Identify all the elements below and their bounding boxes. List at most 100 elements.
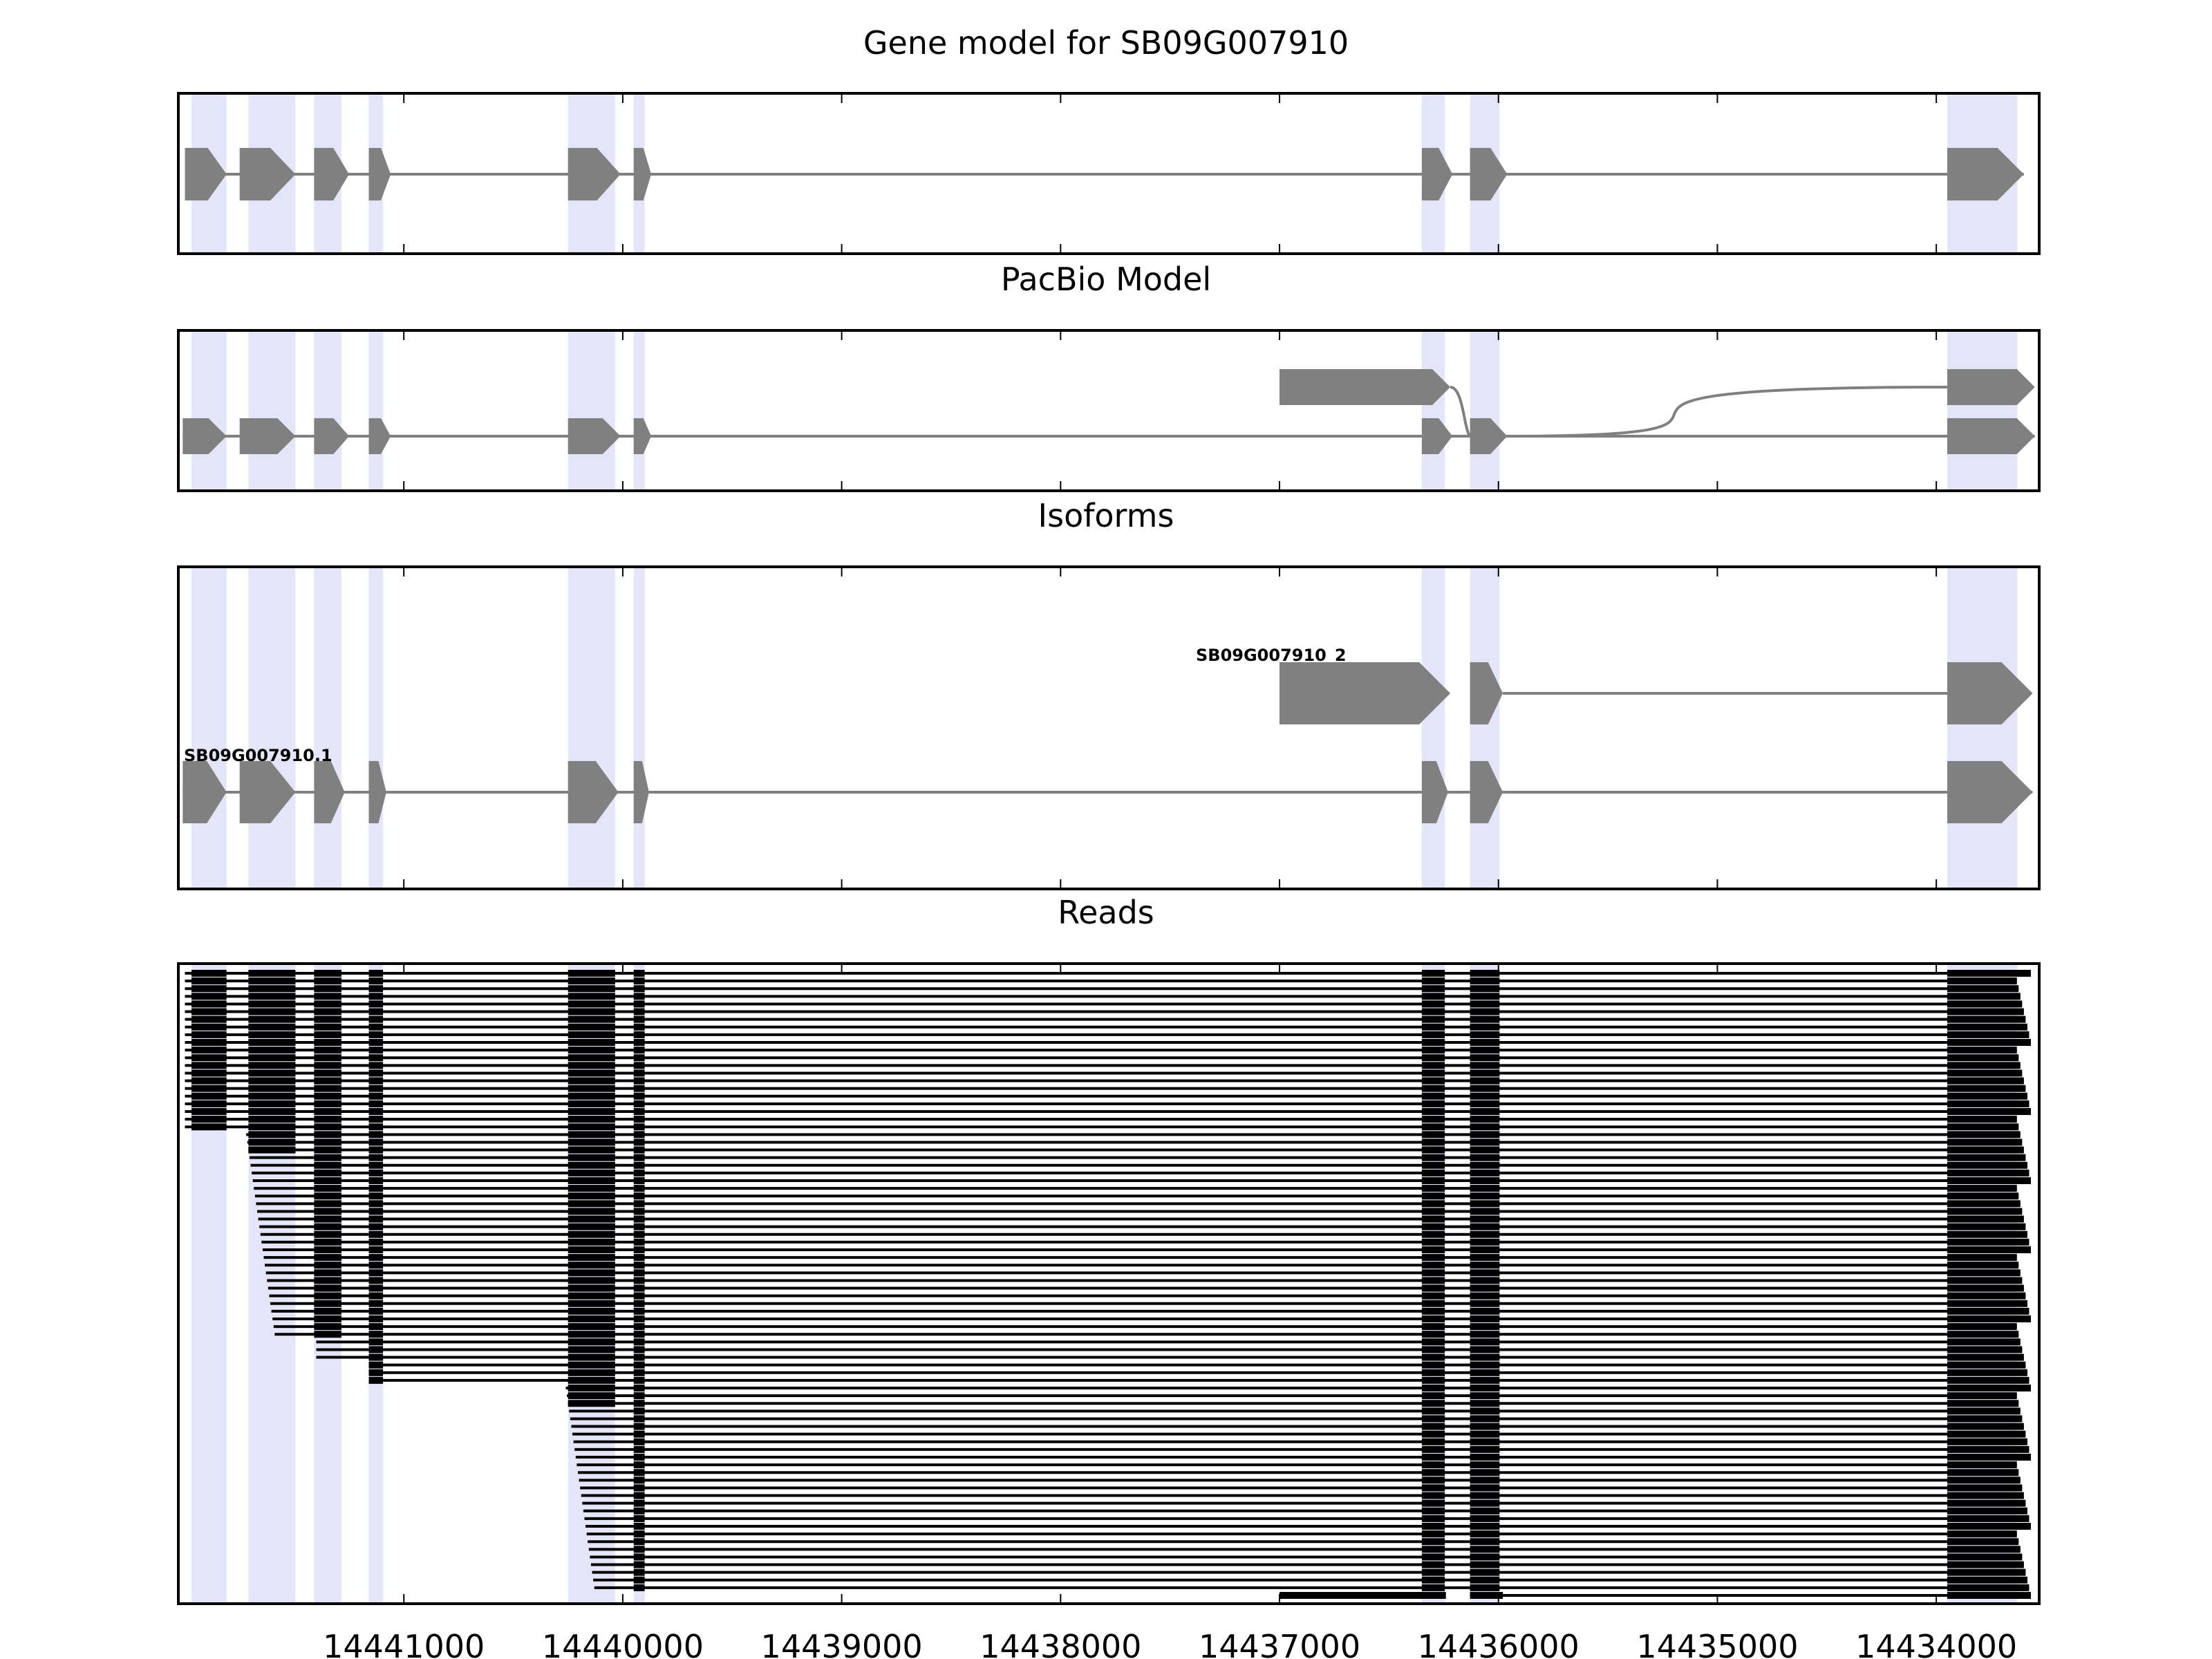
read-35-exon-7 xyxy=(1470,1238,1500,1246)
read-29-exon-2 xyxy=(314,1192,341,1200)
read-0-exon-4 xyxy=(568,970,615,977)
read-24-exon-2 xyxy=(314,1154,341,1161)
read-66-exon-6 xyxy=(1421,1477,1445,1484)
read-9-exon-6 xyxy=(1421,1039,1445,1046)
read-8 xyxy=(185,1031,2030,1038)
read-36-exon-8 xyxy=(1947,1246,2031,1253)
read-38-exon-8 xyxy=(1947,1262,2019,1269)
read-49 xyxy=(316,1346,2023,1353)
pacbio-top-exon-0 xyxy=(1280,369,1451,405)
read-50-exon-6 xyxy=(1421,1353,1445,1361)
pacbio-bottom-exon-0 xyxy=(182,418,227,454)
read-3-exon-3 xyxy=(368,993,384,1000)
read-53-exon-4 xyxy=(568,1376,615,1384)
read-36-exon-5 xyxy=(633,1246,645,1253)
read-31-exon-5 xyxy=(633,1208,645,1215)
read-18-exon-1 xyxy=(248,1108,296,1115)
read-71-exon-7 xyxy=(1470,1515,1500,1522)
read-28-exon-6 xyxy=(1421,1185,1445,1192)
read-19-exon-5 xyxy=(633,1116,645,1123)
read-1-exon-5 xyxy=(633,977,645,985)
read-29-exon-7 xyxy=(1470,1192,1500,1200)
read-76-exon-5 xyxy=(633,1553,645,1561)
read-23-exon-7 xyxy=(1470,1146,1500,1154)
read-11-exon-1 xyxy=(248,1054,296,1062)
read-23-exon-1 xyxy=(248,1146,296,1154)
read-44-exon-8 xyxy=(1947,1307,2030,1315)
read-38-exon-3 xyxy=(368,1262,384,1269)
read-55-exon-5 xyxy=(633,1392,645,1400)
read-15-exon-1 xyxy=(248,1085,296,1092)
read-14-exon-3 xyxy=(368,1077,384,1085)
read-17-exon-4 xyxy=(568,1100,615,1107)
read-28 xyxy=(254,1185,2017,1192)
read-42-exon-2 xyxy=(314,1292,341,1300)
read-33 xyxy=(259,1223,2026,1230)
read-63-exon-7 xyxy=(1470,1454,1500,1461)
read-39-exon-8 xyxy=(1947,1269,2021,1277)
read-7-exon-3 xyxy=(368,1023,384,1031)
read-35-exon-5 xyxy=(633,1238,645,1246)
read-19 xyxy=(185,1116,2017,1123)
read-12-exon-4 xyxy=(568,1062,615,1069)
read-16-exon-8 xyxy=(1947,1092,2027,1100)
read-42-exon-7 xyxy=(1470,1292,1500,1300)
read-16-exon-1 xyxy=(248,1092,296,1100)
panel-frame xyxy=(177,92,2041,255)
read-57-exon-7 xyxy=(1470,1407,1500,1415)
read-46-exon-3 xyxy=(368,1323,384,1331)
exon-region-shade-4 xyxy=(568,567,615,889)
read-15-exon-4 xyxy=(568,1085,615,1092)
read-50-exon-5 xyxy=(633,1353,645,1361)
read-64-exon-6 xyxy=(1421,1461,1445,1469)
read-27-exon-8 xyxy=(1947,1177,2031,1184)
panel-title-gene-model: Gene model for SB09G007910 xyxy=(863,24,1349,62)
panel-reads: Reads xyxy=(177,894,2041,1605)
read-38 xyxy=(265,1262,2019,1269)
read-18-exon-8 xyxy=(1947,1108,2031,1115)
read-64-exon-7 xyxy=(1470,1461,1500,1469)
read-46-exon-7 xyxy=(1470,1323,1500,1331)
read-2 xyxy=(185,985,2019,993)
read-45 xyxy=(272,1315,2031,1322)
read-27-exon-2 xyxy=(314,1177,341,1184)
read-4-exon-0 xyxy=(191,1000,227,1008)
read-6-exon-6 xyxy=(1421,1015,1445,1023)
read-46 xyxy=(273,1323,2017,1331)
read-60-exon-6 xyxy=(1421,1430,1445,1438)
read-17-exon-6 xyxy=(1421,1100,1445,1107)
read-10-exon-8 xyxy=(1947,1047,2017,1054)
read-36 xyxy=(262,1246,2031,1253)
read-9-exon-1 xyxy=(248,1039,296,1046)
read-69-exon-6 xyxy=(1421,1499,1445,1507)
read-20 xyxy=(185,1123,2019,1131)
read-37-exon-2 xyxy=(314,1254,341,1262)
read-77-exon-7 xyxy=(1470,1561,1500,1568)
read-53 xyxy=(368,1376,2030,1384)
read-33-exon-2 xyxy=(314,1223,341,1230)
isoform-1-exon-3 xyxy=(368,761,386,823)
read-22-exon-7 xyxy=(1470,1138,1500,1146)
read-3-exon-2 xyxy=(314,993,341,1000)
gene-model-exon-5 xyxy=(633,148,652,200)
read-39 xyxy=(265,1269,2021,1277)
read-44-exon-5 xyxy=(633,1307,645,1315)
read-22-exon-3 xyxy=(368,1138,384,1146)
read-40-exon-6 xyxy=(1421,1277,1445,1284)
read-46-exon-8 xyxy=(1947,1323,2017,1331)
gene-model-exon-7 xyxy=(1470,148,1508,200)
read-17-exon-8 xyxy=(1947,1100,2030,1107)
read-54-exon-6 xyxy=(1421,1385,1445,1391)
read-7-exon-8 xyxy=(1947,1023,2027,1031)
read-53-exon-6 xyxy=(1421,1376,1445,1384)
read-53-exon-5 xyxy=(633,1376,645,1384)
pacbio-bottom-exon-4 xyxy=(568,418,621,454)
exon-shading xyxy=(191,567,2018,889)
exon-region-shade-1 xyxy=(248,567,296,889)
read-67-exon-8 xyxy=(1947,1484,2023,1492)
read-9-exon-3 xyxy=(368,1039,384,1046)
read-33-exon-4 xyxy=(568,1223,615,1230)
read-74-exon-5 xyxy=(633,1538,645,1546)
read-30-exon-4 xyxy=(568,1200,615,1208)
read-15-exon-0 xyxy=(191,1085,227,1092)
